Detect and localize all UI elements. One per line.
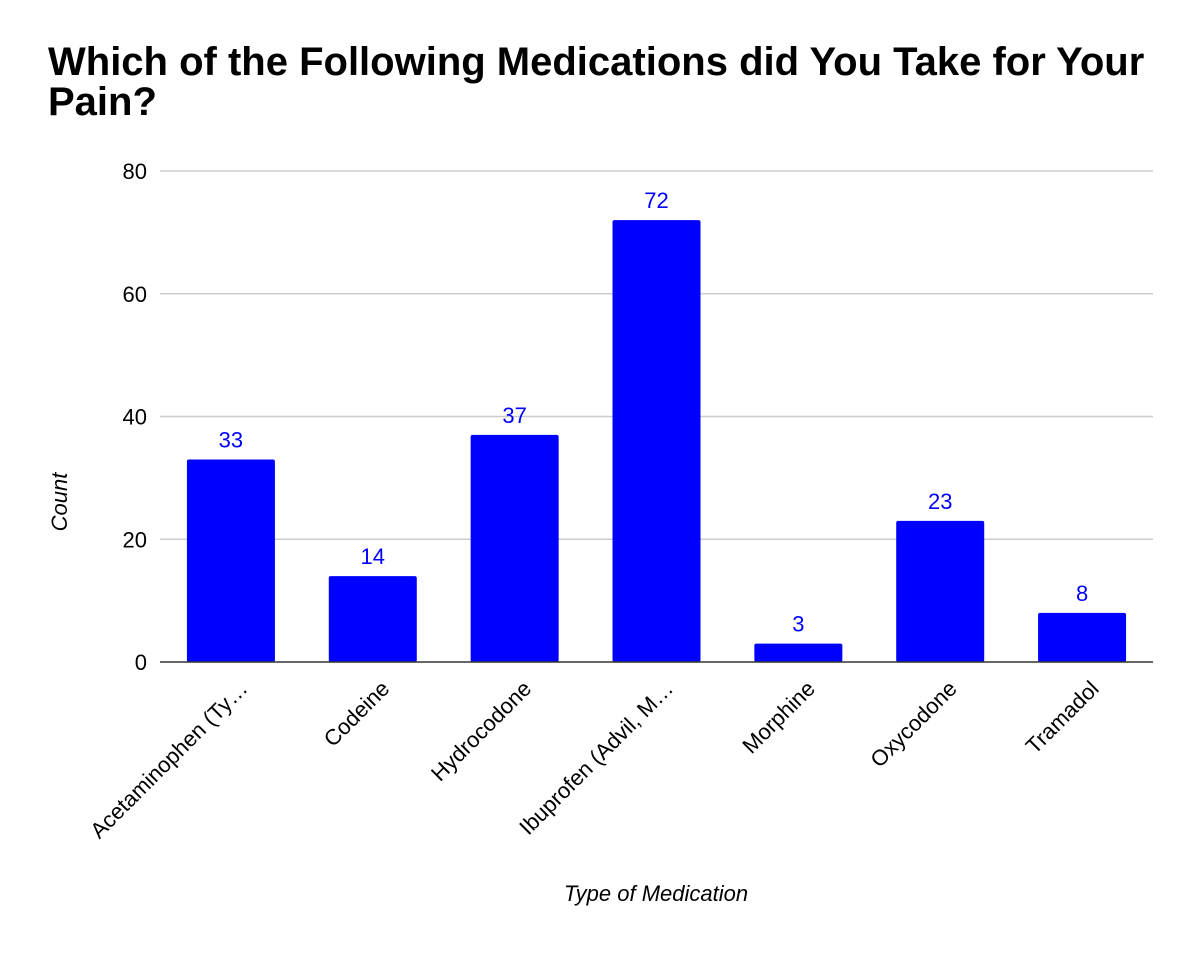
y-axis-ticks: 0 20 40 60 80 <box>123 159 147 675</box>
x-tick-label: Codeine <box>319 676 395 752</box>
y-tick-label: 80 <box>123 159 147 184</box>
data-label: 3 <box>792 612 804 637</box>
bars <box>186 220 1127 662</box>
bar <box>470 434 559 662</box>
y-tick-label: 20 <box>123 527 147 552</box>
y-tick-label: 40 <box>123 405 147 430</box>
bar <box>328 576 417 662</box>
data-label: 8 <box>1076 581 1088 606</box>
data-label: 33 <box>219 427 243 452</box>
x-tick-label: Tramadol <box>1021 676 1104 759</box>
chart-title: Which of the Following Medications did Y… <box>48 40 1145 124</box>
data-label: 37 <box>502 403 526 428</box>
x-tick-label: Hydrocodone <box>426 676 536 786</box>
bar <box>1038 612 1127 662</box>
bar <box>754 643 843 662</box>
bar <box>896 520 985 662</box>
y-tick-label: 0 <box>135 650 147 675</box>
x-tick-label: Morphine <box>737 676 820 759</box>
x-tick-label: Acetaminophen (Ty… <box>85 676 252 843</box>
x-axis-ticks: Acetaminophen (Ty… Codeine HydrocodoneIbup… <box>85 676 1103 843</box>
x-tick-label: Ibuprofen (Advil, M… <box>514 676 678 840</box>
bar <box>612 220 701 662</box>
x-axis-title: Type of Medication <box>564 881 748 906</box>
y-axis-title: Count <box>47 472 72 532</box>
bar <box>186 459 275 662</box>
data-label: 23 <box>928 489 952 514</box>
data-label: 14 <box>361 544 385 569</box>
x-tick-label: Oxycodone <box>865 676 961 772</box>
y-tick-label: 60 <box>123 282 147 307</box>
data-label: 72 <box>644 188 668 213</box>
data-labels: 33 14 37 72 3 23 8 <box>219 188 1089 636</box>
